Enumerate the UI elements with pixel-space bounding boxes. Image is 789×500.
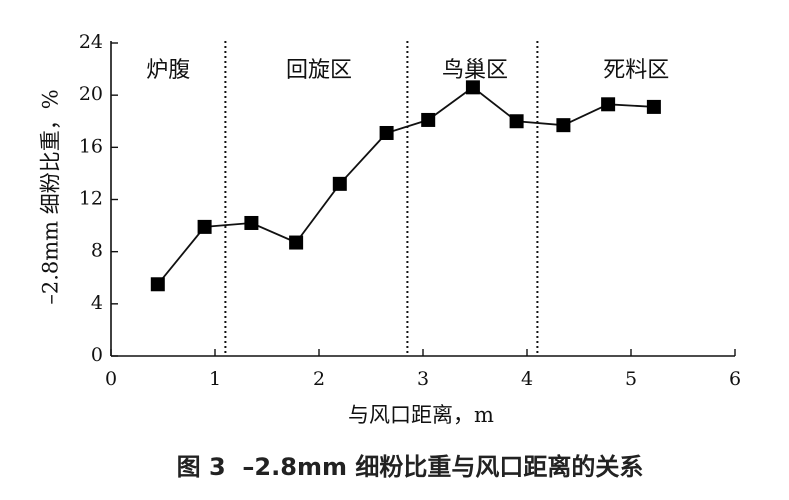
y-tick-label: 24 [79,31,103,53]
x-tick-label: 5 [625,368,637,390]
zone-label: 炉腹 [146,58,190,83]
series-line [157,86,654,285]
data-series [150,80,661,292]
data-point [601,97,616,112]
y-tick-label: 0 [91,344,103,366]
zone-boundaries [224,41,539,356]
data-point [465,80,480,95]
data-point [556,118,571,133]
zone-label: 回旋区 [286,58,352,83]
figure-caption: 图 3 –2.8mm 细粉比重与风口距离的关系 [177,453,644,481]
data-point [421,112,436,127]
zone-label: 鸟巢区 [442,58,508,83]
zone-labels: 炉腹 回旋区 鸟巢区 死料区 [146,58,669,83]
axes [110,41,736,357]
y-tick-label: 16 [79,135,103,157]
y-axis-title: –2.8mm 细粉比重，% [39,89,63,304]
x-tick-label: 0 [105,368,117,390]
x-axis-title: 与风口距离，m [348,403,494,427]
data-point [197,219,212,234]
zone-label: 死料区 [603,58,669,83]
x-tick-label: 3 [417,368,429,390]
data-point [244,215,259,230]
data-point [289,235,304,250]
data-point [509,114,524,129]
data-point [332,176,347,191]
x-tick-label: 2 [313,368,325,390]
y-tick-label: 4 [91,292,103,314]
x-tick-label: 4 [521,368,533,390]
x-tick-label: 6 [729,368,741,390]
x-tick-label: 1 [209,368,221,390]
y-tick-label: 12 [79,188,103,210]
data-point [646,99,661,114]
data-point [379,125,394,140]
y-tick-label: 20 [79,83,103,105]
data-point [150,277,165,292]
y-tick-label: 8 [91,240,103,262]
